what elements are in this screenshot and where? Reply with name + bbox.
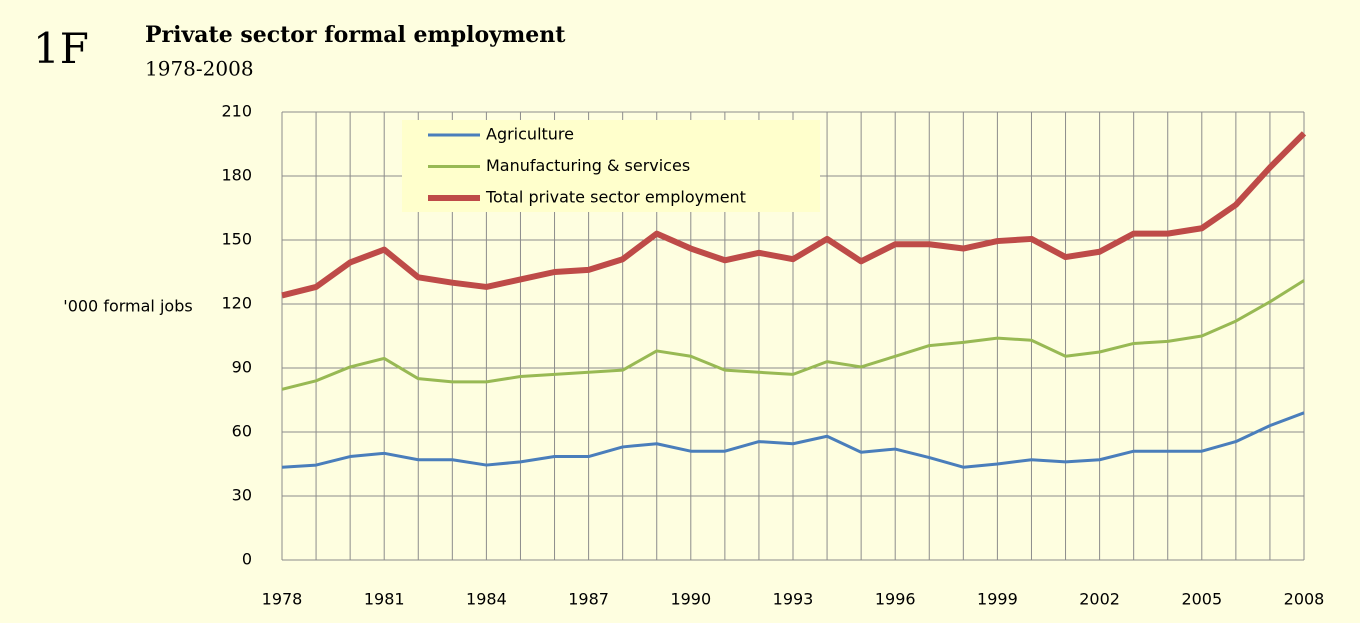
x-tick-label: 2005 bbox=[1181, 590, 1222, 609]
y-tick-label: 60 bbox=[232, 422, 252, 441]
chart-subtitle: 1978-2008 bbox=[145, 57, 254, 81]
legend-label: Manufacturing & services bbox=[486, 156, 690, 175]
y-tick-label: 30 bbox=[232, 486, 252, 505]
x-tick-label: 2002 bbox=[1079, 590, 1120, 609]
y-axis-label: '000 formal jobs bbox=[63, 297, 192, 316]
y-tick-label: 120 bbox=[221, 294, 252, 313]
y-tick-label: 210 bbox=[221, 102, 252, 121]
x-tick-label: 1993 bbox=[773, 590, 814, 609]
y-tick-label: 0 bbox=[242, 550, 252, 569]
y-tick-label: 180 bbox=[221, 166, 252, 185]
chart-title: Private sector formal employment bbox=[145, 22, 566, 48]
x-tick-label: 1984 bbox=[466, 590, 507, 609]
chart-label: 1F bbox=[33, 24, 89, 73]
y-tick-label: 150 bbox=[221, 230, 252, 249]
series-line bbox=[281, 279, 1305, 391]
x-tick-label: 1987 bbox=[568, 590, 609, 609]
legend-label: Agriculture bbox=[486, 125, 574, 144]
x-tick-label: 1978 bbox=[262, 590, 303, 609]
legend-label: Total private sector employment bbox=[485, 188, 746, 207]
x-tick-label: 1981 bbox=[364, 590, 405, 609]
series-line bbox=[281, 131, 1307, 299]
x-tick-label: 1996 bbox=[875, 590, 916, 609]
series-line bbox=[281, 411, 1305, 469]
y-tick-label: 90 bbox=[232, 358, 252, 377]
x-tick-label: 2008 bbox=[1284, 590, 1325, 609]
x-tick-label: 1999 bbox=[977, 590, 1018, 609]
x-tick-label: 1990 bbox=[670, 590, 711, 609]
